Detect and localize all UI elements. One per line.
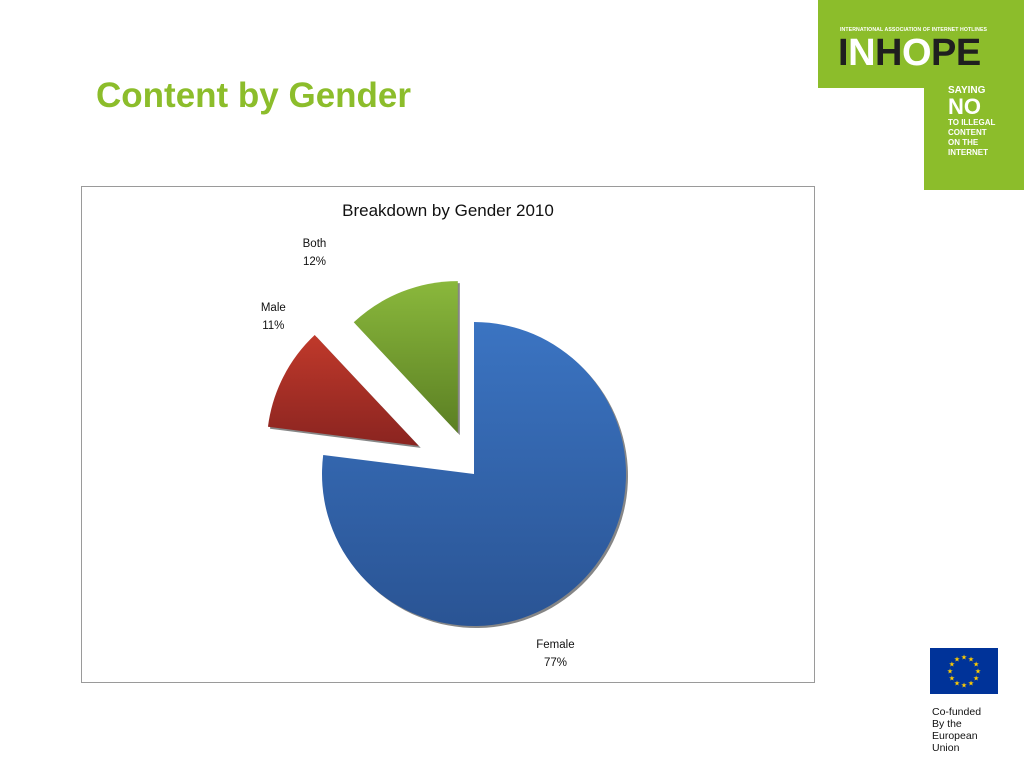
eu-star-icon: ★ bbox=[947, 668, 953, 676]
eu-star-icon: ★ bbox=[949, 661, 955, 669]
data-label-name: Female bbox=[536, 639, 575, 652]
eu-star-icon: ★ bbox=[949, 675, 955, 683]
slogan-line: SAYING bbox=[948, 85, 986, 96]
logo-association-text: INTERNATIONAL ASSOCIATION OF INTERNET HO… bbox=[840, 27, 988, 33]
cofunded-line: European bbox=[932, 730, 978, 742]
cofunded-line: Co-funded bbox=[932, 706, 982, 718]
data-label-name: Both bbox=[302, 238, 327, 251]
logo-letter: N bbox=[848, 32, 876, 74]
slide-title: Content by Gender bbox=[96, 76, 412, 115]
eu-star-icon: ★ bbox=[968, 680, 974, 688]
data-label-male: Male 11% bbox=[233, 299, 313, 335]
data-label-value: 77% bbox=[543, 657, 567, 670]
eu-star-icon: ★ bbox=[954, 655, 960, 663]
slogan-line: INTERNET bbox=[948, 148, 988, 157]
logo-wordmark: INHOPE bbox=[838, 33, 981, 73]
cofunded-line: Union bbox=[932, 742, 960, 754]
cofunded-line: By the bbox=[932, 718, 962, 730]
logo-slogan: SAYING NO TO ILLEGAL CONTENT ON THE INTE… bbox=[948, 86, 1020, 158]
cofunded-text: Co-funded By the European Union bbox=[932, 706, 1022, 754]
chart-frame: Breakdown by Gender 2010 Female 77% Male… bbox=[81, 186, 815, 683]
data-label-name: Male bbox=[260, 301, 286, 314]
logo-letter: PE bbox=[931, 32, 981, 74]
eu-star-icon: ★ bbox=[975, 668, 981, 676]
slogan-line: TO ILLEGAL bbox=[948, 118, 996, 127]
logo-letter: O bbox=[901, 32, 932, 74]
inhope-logo bbox=[818, 0, 1024, 88]
data-label-value: 11% bbox=[262, 319, 285, 332]
slogan-line: ON THE bbox=[948, 138, 979, 147]
eu-star-icon: ★ bbox=[961, 682, 967, 690]
eu-stars-icon: ★★★★★★★★★ ★ ★★ bbox=[947, 654, 981, 690]
pie-chart bbox=[267, 281, 629, 628]
eu-star-icon: ★ bbox=[968, 655, 974, 663]
eu-star-icon: ★ bbox=[973, 675, 979, 683]
pie-slice-male bbox=[267, 335, 419, 446]
eu-star-icon: ★ bbox=[973, 661, 979, 669]
eu-star-icon: ★ bbox=[954, 680, 960, 688]
data-label-both: Both 12% bbox=[274, 235, 354, 271]
logo-letter: I bbox=[838, 32, 849, 74]
pie-slice-female bbox=[322, 322, 627, 626]
logo-letter: H bbox=[875, 32, 902, 74]
data-label-value: 12% bbox=[302, 256, 326, 269]
pie-slice-both bbox=[353, 281, 458, 434]
slogan-line: CONTENT bbox=[948, 128, 987, 137]
slogan-line: NO bbox=[948, 94, 981, 119]
inhope-logo-slogan-panel bbox=[924, 88, 1024, 190]
data-label-female: Female 77% bbox=[515, 636, 595, 672]
eu-star-icon: ★ bbox=[961, 654, 967, 662]
eu-flag-icon: ★ ★ ★ ★ ★ ★ ★ ★ ★ ★ ★ ★ bbox=[930, 648, 998, 694]
chart-title: Breakdown by Gender 2010 bbox=[342, 201, 554, 220]
